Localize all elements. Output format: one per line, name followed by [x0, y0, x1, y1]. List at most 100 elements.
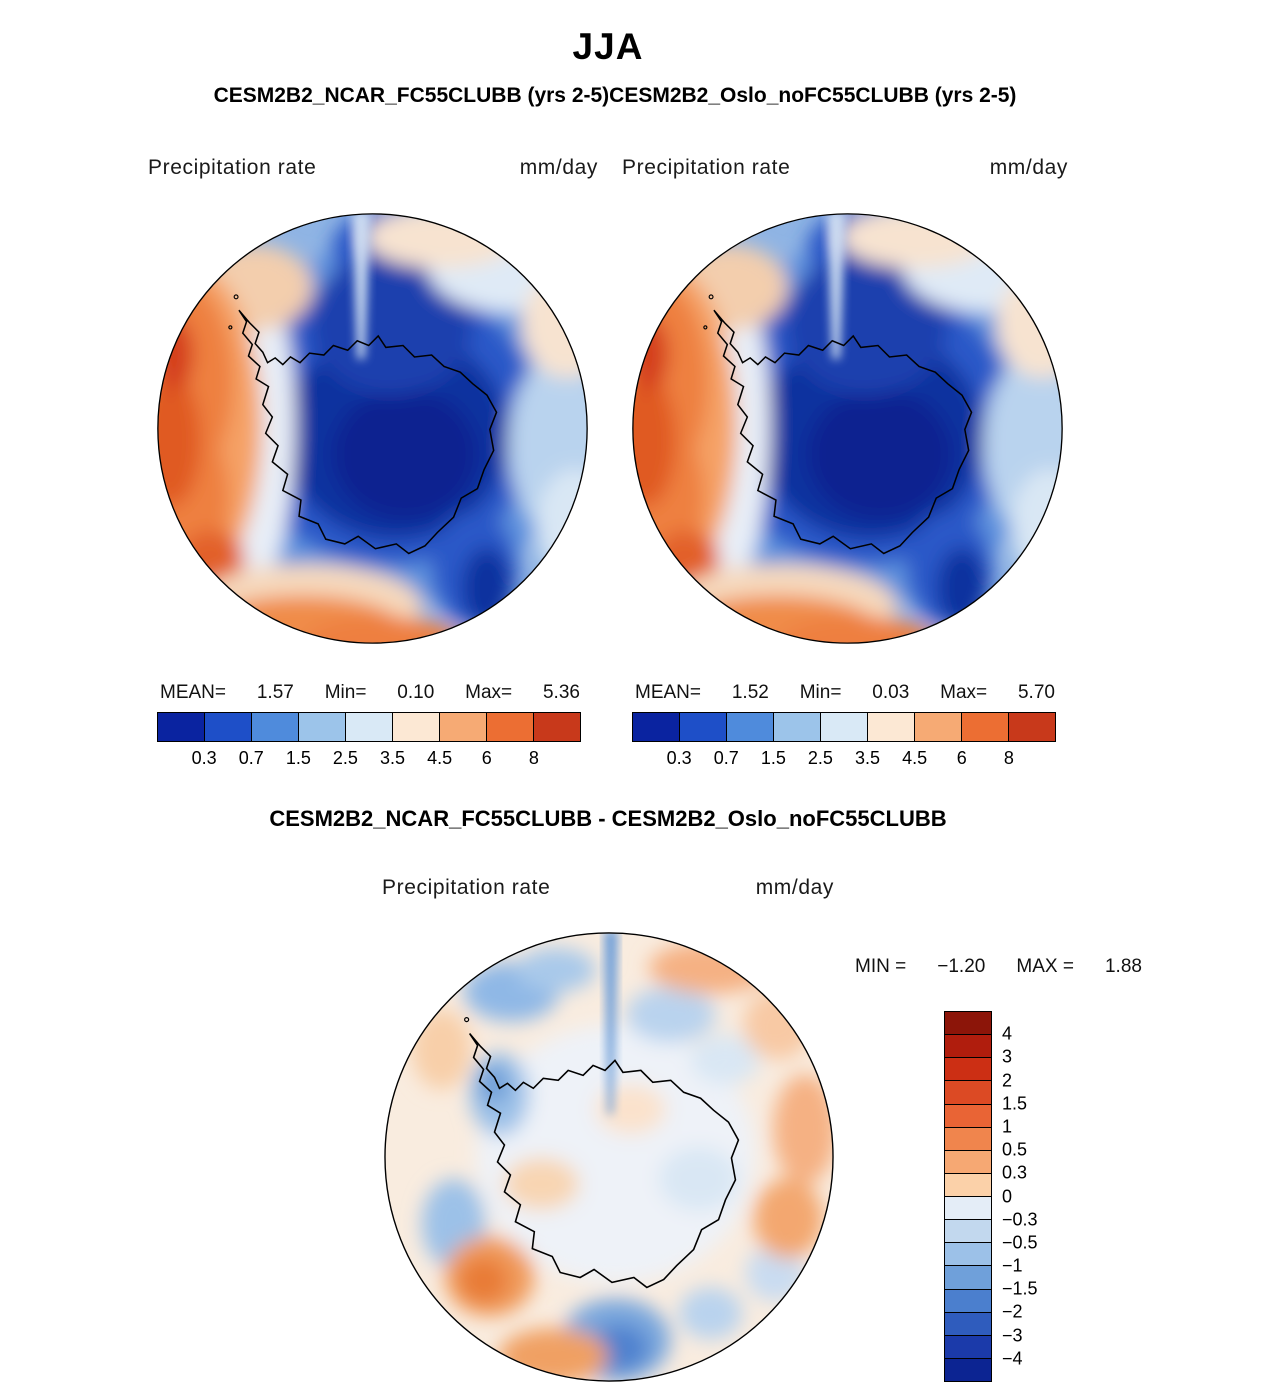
colorbar-box — [727, 713, 774, 741]
colorbar-box — [945, 1358, 991, 1381]
colorbar-tick-label: 2 — [1002, 1070, 1013, 1091]
colorbar-box — [945, 1173, 991, 1197]
max-value: 5.36 — [542, 682, 580, 703]
colorbar-tick-label: 1.5 — [285, 748, 311, 768]
colorbar-tick-label: −0.3 — [1002, 1209, 1038, 1230]
diff-min-label: MIN = — [855, 956, 907, 977]
colorbar-tick-label: 0.3 — [666, 748, 692, 768]
colorbar-box — [945, 1289, 991, 1313]
colorbar-box — [680, 713, 727, 741]
colorbar-boxes — [157, 712, 581, 742]
mean-label: MEAN= — [160, 682, 226, 703]
colorbar-box — [945, 1197, 991, 1221]
diff-variable-label: Precipitation rate — [382, 876, 551, 899]
colorbar-tick-label: 0.7 — [713, 748, 739, 768]
colorbar-box — [205, 713, 252, 741]
diff-max-label: MAX = — [1016, 956, 1074, 977]
colorbar-tick-label: 1.5 — [760, 748, 786, 768]
mean-label: MEAN= — [635, 682, 701, 703]
colorbar-tick-label: −3 — [1002, 1325, 1023, 1346]
season-title: JJA — [572, 26, 644, 67]
colorbar-box — [945, 1104, 991, 1128]
colorbar-tick-labels: 0.3 0.7 1.5 2.5 3.5 4.5 6 8 — [157, 742, 581, 768]
mean-value: 1.57 — [256, 682, 294, 703]
right-units-label: mm/day — [989, 156, 1068, 179]
precip-colorbar-right: 0.3 0.7 1.5 2.5 3.5 4.5 6 8 — [632, 712, 1056, 768]
colorbar-tick-label: 4.5 — [902, 748, 928, 768]
precip-map-left — [155, 211, 590, 646]
colorbar-tick-label: 6 — [481, 748, 492, 768]
diff-units-label: mm/day — [755, 876, 834, 899]
right-variable-label: Precipitation rate — [622, 156, 791, 179]
colorbar-tick-label: 0.7 — [238, 748, 264, 768]
diff-max-value: 1.88 — [1104, 956, 1142, 977]
left-units-label: mm/day — [519, 156, 598, 179]
colorbar-box — [945, 1035, 991, 1059]
colorbar-tick-label: 2.5 — [332, 748, 358, 768]
colorbar-tick-label: 0.3 — [1002, 1162, 1028, 1183]
colorbar-boxes — [632, 712, 1056, 742]
diff-colorbar: 4 3 2 1.5 1 0.5 0.3 0 −0.3 −0.5 −1 −1.5 −2 −3 −4 — [944, 1011, 1074, 1382]
max-label: Max= — [940, 682, 988, 703]
colorbar-box — [868, 713, 915, 741]
colorbar-tick-label: −4 — [1002, 1348, 1023, 1369]
colorbar-box — [158, 713, 205, 741]
colorbar-tick-label: 8 — [1003, 748, 1014, 768]
left-panel-header: Precipitation rate mm/day — [148, 156, 598, 180]
colorbar-box — [1009, 713, 1055, 741]
colorbar-tick-label: 8 — [528, 748, 539, 768]
colorbar-box — [440, 713, 487, 741]
colorbar-box — [774, 713, 821, 741]
colorbar-box — [945, 1243, 991, 1267]
colorbar-boxes — [944, 1011, 992, 1382]
colorbar-box — [393, 713, 440, 741]
colorbar-box — [945, 1081, 991, 1105]
diff-panel-header: Precipitation rate mm/day — [382, 876, 834, 900]
min-value: 0.10 — [397, 682, 435, 703]
max-label: Max= — [465, 682, 513, 703]
colorbar-tick-label: −0.5 — [1002, 1232, 1038, 1253]
colorbar-tick-label: −1.5 — [1002, 1278, 1038, 1299]
run-titles: CESM2B2_NCAR_FC55CLUBB (yrs 2-5)CESM2B2_… — [213, 84, 1017, 107]
colorbar-box — [633, 713, 680, 741]
colorbar-box — [252, 713, 299, 741]
precip-map-right — [630, 211, 1065, 646]
colorbar-tick-label: −1 — [1002, 1255, 1023, 1276]
colorbar-box — [962, 713, 1009, 741]
colorbar-tick-label: 4 — [1002, 1023, 1013, 1044]
colorbar-box — [945, 1312, 991, 1336]
colorbar-box — [945, 1150, 991, 1174]
diff-title: CESM2B2_NCAR_FC55CLUBB - CESM2B2_Oslo_no… — [269, 806, 947, 831]
colorbar-box — [346, 713, 393, 741]
right-panel-header: Precipitation rate mm/day — [622, 156, 1068, 180]
colorbar-tick-label: 4.5 — [427, 748, 453, 768]
colorbar-box — [945, 1266, 991, 1290]
colorbar-box — [945, 1220, 991, 1244]
colorbar-tick-labels: 0.3 0.7 1.5 2.5 3.5 4.5 6 8 — [632, 742, 1056, 768]
colorbar-tick-label: 0.5 — [1002, 1139, 1028, 1160]
colorbar-tick-label: 3.5 — [380, 748, 406, 768]
colorbar-box — [821, 713, 868, 741]
colorbar-tick-label: 0 — [1002, 1186, 1013, 1206]
diff-stats: MIN = −1.20 MAX = 1.88 — [855, 956, 1142, 978]
colorbar-box — [945, 1012, 991, 1036]
colorbar-tick-label: −2 — [1002, 1301, 1023, 1322]
diff-min-value: −1.20 — [937, 956, 986, 977]
max-value: 5.70 — [1017, 682, 1055, 703]
colorbar-tick-label: 1 — [1002, 1116, 1013, 1137]
colorbar-box — [534, 713, 580, 741]
colorbar-tick-label: 3 — [1002, 1046, 1013, 1067]
colorbar-box — [915, 713, 962, 741]
colorbar-box — [945, 1335, 991, 1359]
mean-value: 1.52 — [731, 682, 769, 703]
left-variable-label: Precipitation rate — [148, 156, 317, 179]
colorbar-box — [945, 1058, 991, 1082]
left-stats: MEAN= 1.57 Min= 0.10 Max= 5.36 — [160, 682, 580, 704]
colorbar-tick-label: 0.3 — [191, 748, 217, 768]
colorbar-box — [487, 713, 534, 741]
colorbar-box — [299, 713, 346, 741]
min-label: Min= — [324, 682, 367, 703]
colorbar-box — [945, 1127, 991, 1151]
colorbar-tick-label: 3.5 — [855, 748, 881, 768]
colorbar-tick-label: 6 — [956, 748, 967, 768]
